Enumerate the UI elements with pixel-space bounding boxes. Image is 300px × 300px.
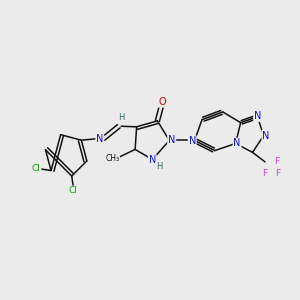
Text: N: N — [262, 131, 270, 141]
Text: F: F — [274, 158, 280, 166]
Text: N: N — [96, 134, 103, 144]
Text: N: N — [149, 155, 156, 165]
Text: F: F — [262, 169, 268, 178]
Text: Cl: Cl — [32, 164, 40, 173]
Text: F: F — [275, 169, 280, 178]
Text: O: O — [159, 97, 166, 107]
Text: N: N — [233, 139, 241, 148]
Text: CH₃: CH₃ — [105, 154, 119, 163]
Text: H: H — [156, 162, 162, 171]
Text: Cl: Cl — [69, 186, 78, 195]
Text: N: N — [188, 136, 196, 146]
Text: N: N — [254, 111, 261, 121]
Text: N: N — [168, 136, 176, 146]
Text: H: H — [118, 113, 124, 122]
